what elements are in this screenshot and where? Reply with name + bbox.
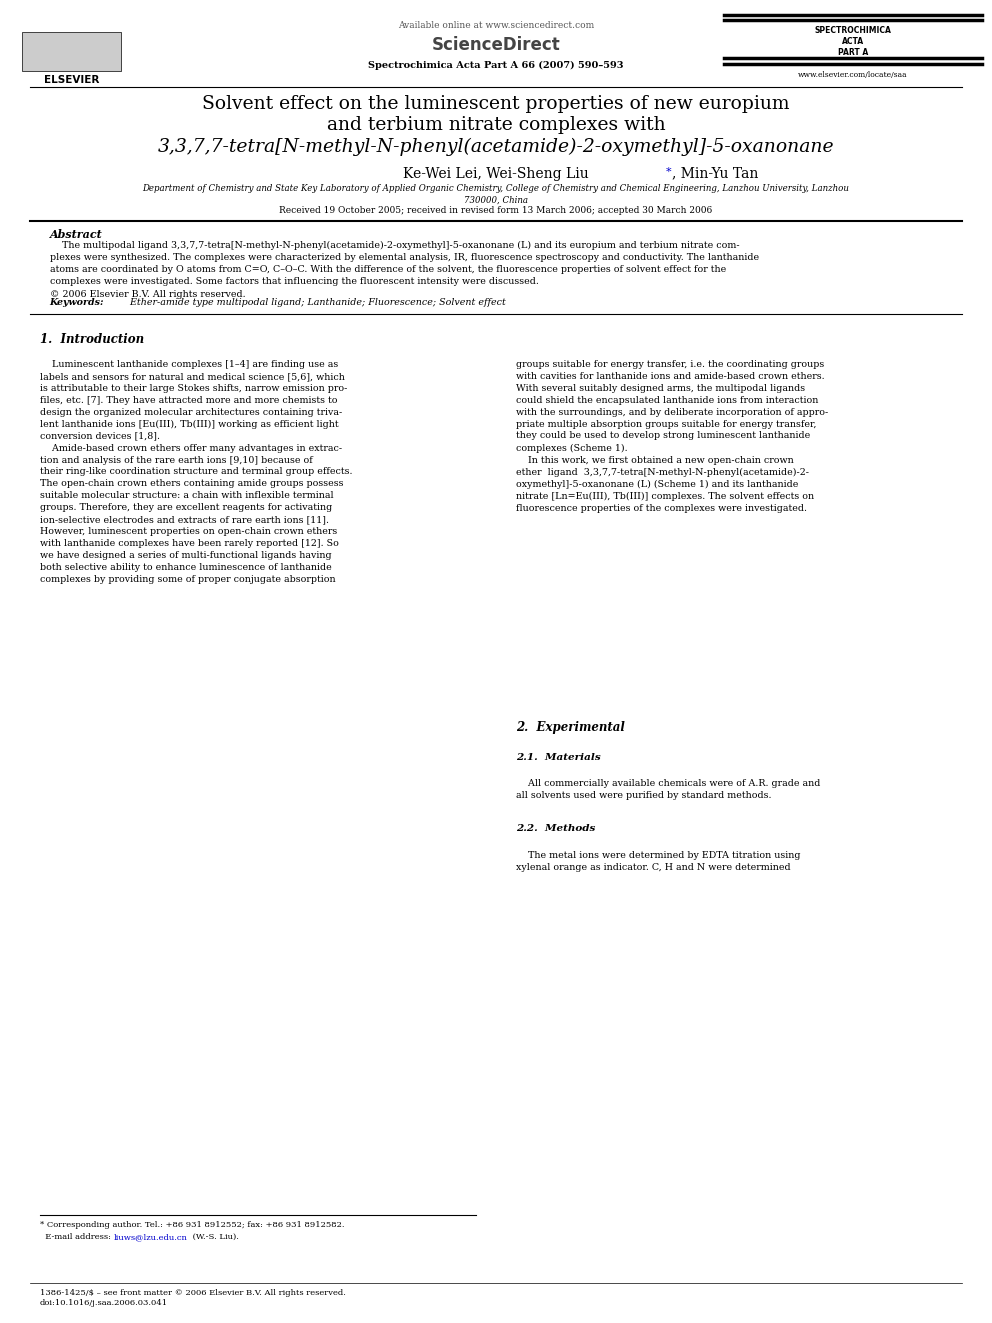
Text: 2.  Experimental: 2. Experimental xyxy=(516,721,625,734)
Text: The multipodal ligand 3,3,7,7-tetra[N-methyl-N-phenyl(acetamide)-2-oxymethyl]-5-: The multipodal ligand 3,3,7,7-tetra[N-me… xyxy=(50,241,759,299)
Text: Received 19 October 2005; received in revised form 13 March 2006; accepted 30 Ma: Received 19 October 2005; received in re… xyxy=(280,206,712,216)
Text: 2.2.  Methods: 2.2. Methods xyxy=(516,824,595,833)
Text: Ke-Wei Lei, Wei-Sheng Liu: Ke-Wei Lei, Wei-Sheng Liu xyxy=(403,167,589,181)
Text: Abstract: Abstract xyxy=(50,229,102,239)
Text: SPECTROCHIMICA: SPECTROCHIMICA xyxy=(814,26,892,36)
Text: ScienceDirect: ScienceDirect xyxy=(432,36,560,54)
Text: * Corresponding author. Tel.: +86 931 8912552; fax: +86 931 8912582.: * Corresponding author. Tel.: +86 931 89… xyxy=(40,1221,344,1229)
Text: liuws@lzu.edu.cn: liuws@lzu.edu.cn xyxy=(114,1233,187,1241)
Text: Available online at www.sciencedirect.com: Available online at www.sciencedirect.co… xyxy=(398,21,594,30)
Text: PART A: PART A xyxy=(838,48,868,57)
FancyBboxPatch shape xyxy=(22,32,121,71)
Text: 2.1.  Materials: 2.1. Materials xyxy=(516,753,600,762)
Text: ACTA: ACTA xyxy=(842,37,864,46)
Text: E-mail address:: E-mail address: xyxy=(40,1233,113,1241)
Text: , Min-Yu Tan: , Min-Yu Tan xyxy=(672,167,758,181)
Text: (W.-S. Liu).: (W.-S. Liu). xyxy=(190,1233,239,1241)
Text: Solvent effect on the luminescent properties of new europium: Solvent effect on the luminescent proper… xyxy=(202,95,790,114)
Text: groups suitable for energy transfer, i.e. the coordinating groups
with cavities : groups suitable for energy transfer, i.e… xyxy=(516,360,828,513)
Text: *: * xyxy=(666,167,672,177)
Text: ELSEVIER: ELSEVIER xyxy=(44,75,99,86)
Text: 1.  Introduction: 1. Introduction xyxy=(40,333,144,347)
Text: Keywords:: Keywords: xyxy=(50,298,104,307)
Text: 1386-1425/$ – see front matter © 2006 Elsevier B.V. All rights reserved.: 1386-1425/$ – see front matter © 2006 El… xyxy=(40,1289,345,1297)
Text: Ether-amide type multipodal ligand; Lanthanide; Fluorescence; Solvent effect: Ether-amide type multipodal ligand; Lant… xyxy=(124,298,506,307)
Text: All commercially available chemicals were of A.R. grade and
all solvents used we: All commercially available chemicals wer… xyxy=(516,779,820,800)
Text: and terbium nitrate complexes with: and terbium nitrate complexes with xyxy=(326,116,666,135)
Text: Department of Chemistry and State Key Laboratory of Applied Organic Chemistry, C: Department of Chemistry and State Key La… xyxy=(143,184,849,205)
Text: Spectrochimica Acta Part A 66 (2007) 590–593: Spectrochimica Acta Part A 66 (2007) 590… xyxy=(368,61,624,70)
Text: www.elsevier.com/locate/saa: www.elsevier.com/locate/saa xyxy=(799,71,908,79)
Text: doi:10.1016/j.saa.2006.03.041: doi:10.1016/j.saa.2006.03.041 xyxy=(40,1299,168,1307)
Text: 3,3,7,7-tetra[N-methyl-N-phenyl(acetamide)-2-oxymethyl]-5-oxanonane: 3,3,7,7-tetra[N-methyl-N-phenyl(acetamid… xyxy=(158,138,834,156)
Text: Luminescent lanthanide complexes [1–4] are finding use as
labels and sensors for: Luminescent lanthanide complexes [1–4] a… xyxy=(40,360,352,583)
Text: The metal ions were determined by EDTA titration using
xylenal orange as indicat: The metal ions were determined by EDTA t… xyxy=(516,851,801,872)
